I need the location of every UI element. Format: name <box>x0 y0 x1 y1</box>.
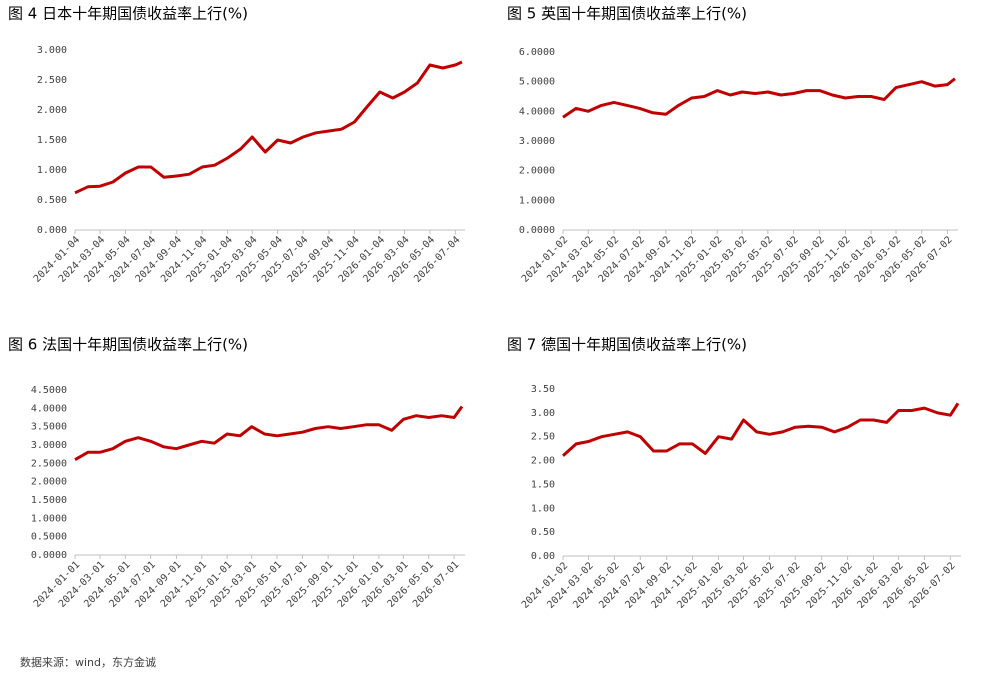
y-tick-label: 2.0000 <box>519 166 555 177</box>
y-tick-label: 3.5000 <box>31 422 67 433</box>
y-tick-label: 3.000 <box>37 45 67 56</box>
y-tick-label: 0.50 <box>531 527 555 538</box>
y-tick-label: 4.5000 <box>31 385 67 396</box>
y-tick-label: 1.00 <box>531 503 555 514</box>
y-tick-label: 2.50 <box>531 432 555 443</box>
y-tick-label: 1.0000 <box>519 195 555 206</box>
chart-title: 图 5 英国十年期国债收益率上行(%) <box>507 5 747 23</box>
y-tick-label: 4.0000 <box>519 106 555 117</box>
chart-title: 图 7 德国十年期国债收益率上行(%) <box>507 336 747 354</box>
x-tick-label: 2026-07-02 <box>904 234 954 284</box>
line-series <box>74 60 463 195</box>
y-tick-label: 0.000 <box>37 225 67 236</box>
y-tick-label: 3.00 <box>531 408 555 419</box>
y-tick-label: 1.50 <box>531 479 555 490</box>
y-tick-label: 1.500 <box>37 135 67 146</box>
y-tick-label: 3.0000 <box>31 440 67 451</box>
y-tick-label: 2.0000 <box>31 477 67 488</box>
y-tick-label: 3.50 <box>531 384 555 395</box>
y-tick-label: 4.0000 <box>31 403 67 414</box>
x-tick-label: 2026-07-04 <box>412 234 462 284</box>
y-tick-label: 2.00 <box>531 456 555 467</box>
y-tick-label: 2.5000 <box>31 458 67 469</box>
line-series <box>74 405 464 462</box>
y-tick-label: 0.00 <box>531 551 555 562</box>
y-tick-label: 6.0000 <box>519 47 555 58</box>
y-tick-label: 1.5000 <box>31 495 67 506</box>
y-tick-label: 2.000 <box>37 105 67 116</box>
y-tick-label: 1.000 <box>37 165 67 176</box>
source-note: 数据来源：wind，东方金诚 <box>20 655 156 669</box>
x-tick-label: 2026-07-02 <box>907 560 957 610</box>
y-tick-label: 0.0000 <box>31 550 67 561</box>
line-series <box>561 402 960 457</box>
line-series <box>562 77 956 119</box>
y-tick-label: 2.500 <box>37 75 67 86</box>
chart-title: 图 4 日本十年期国债收益率上行(%) <box>8 5 248 23</box>
y-tick-label: 0.0000 <box>519 225 555 236</box>
y-tick-label: 1.0000 <box>31 513 67 524</box>
y-tick-label: 3.0000 <box>519 136 555 147</box>
y-tick-label: 0.500 <box>37 195 67 206</box>
y-tick-label: 0.5000 <box>31 532 67 543</box>
chart-title: 图 6 法国十年期国债收益率上行(%) <box>8 336 248 354</box>
y-tick-label: 5.0000 <box>519 77 555 88</box>
